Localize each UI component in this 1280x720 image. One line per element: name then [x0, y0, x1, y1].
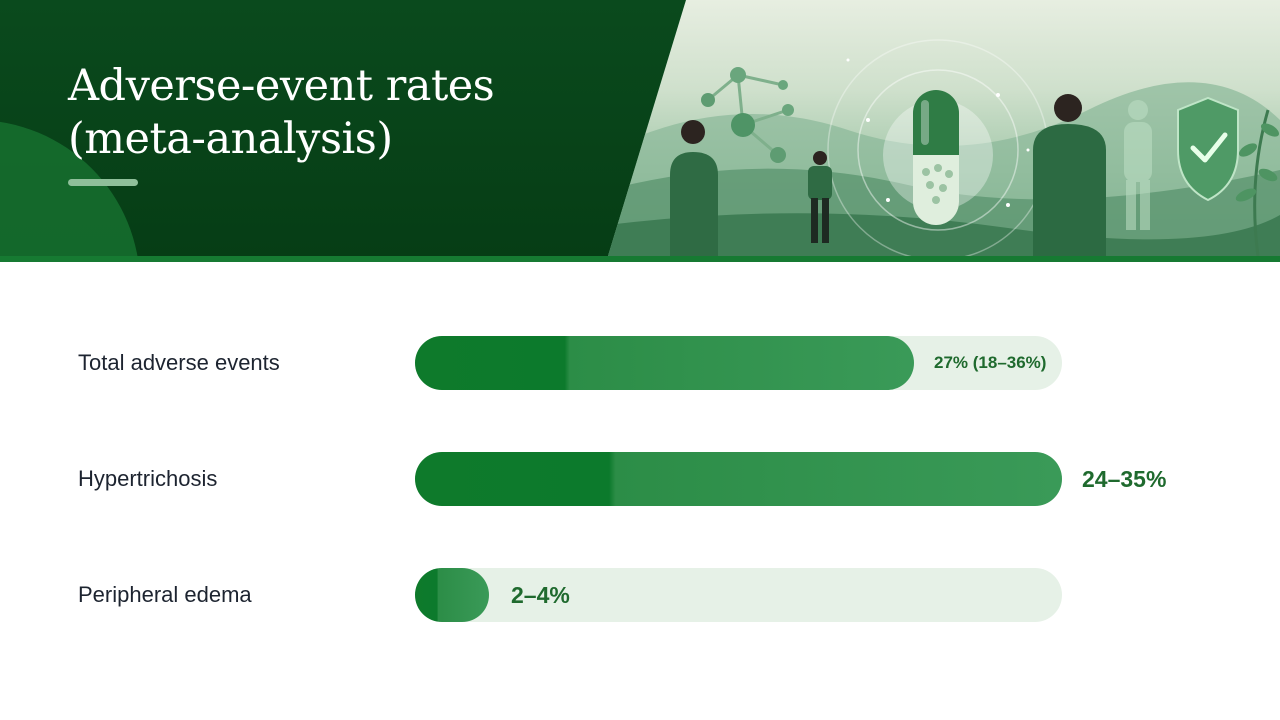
body-silhouette-icon — [1124, 100, 1152, 230]
page-title: Adverse-event rates (meta-analysis) — [68, 61, 495, 164]
hero-illustration-art — [608, 39, 1280, 256]
shield-check-icon — [1177, 96, 1239, 202]
data-label: 27% (18–36%) — [934, 353, 1047, 372]
category-label: Peripheral edema — [78, 582, 252, 607]
person-icon — [1033, 94, 1106, 256]
category-label: Total adverse events — [78, 350, 280, 375]
capsule-icon — [913, 90, 959, 225]
bar-track — [415, 568, 1062, 622]
header-title-panel — [0, 0, 700, 256]
bar — [415, 336, 914, 390]
header-banner: Adverse-event rates (meta-analysis) — [0, 0, 1280, 256]
header-divider — [0, 256, 1280, 262]
person-icon — [670, 120, 718, 256]
hero-illustration — [608, 0, 1280, 256]
data-label: 2–4% — [511, 582, 570, 608]
bar-chart: Total adverse events Hypertrichosis Peri… — [0, 262, 1280, 720]
leaf-icon — [1235, 109, 1280, 256]
molecule-icon — [701, 67, 794, 163]
bar — [415, 452, 1062, 506]
bar — [415, 568, 489, 622]
person-icon — [808, 151, 832, 243]
category-label: Hypertrichosis — [78, 466, 218, 491]
title-underline — [68, 179, 138, 186]
data-label: 24–35% — [1082, 466, 1167, 492]
